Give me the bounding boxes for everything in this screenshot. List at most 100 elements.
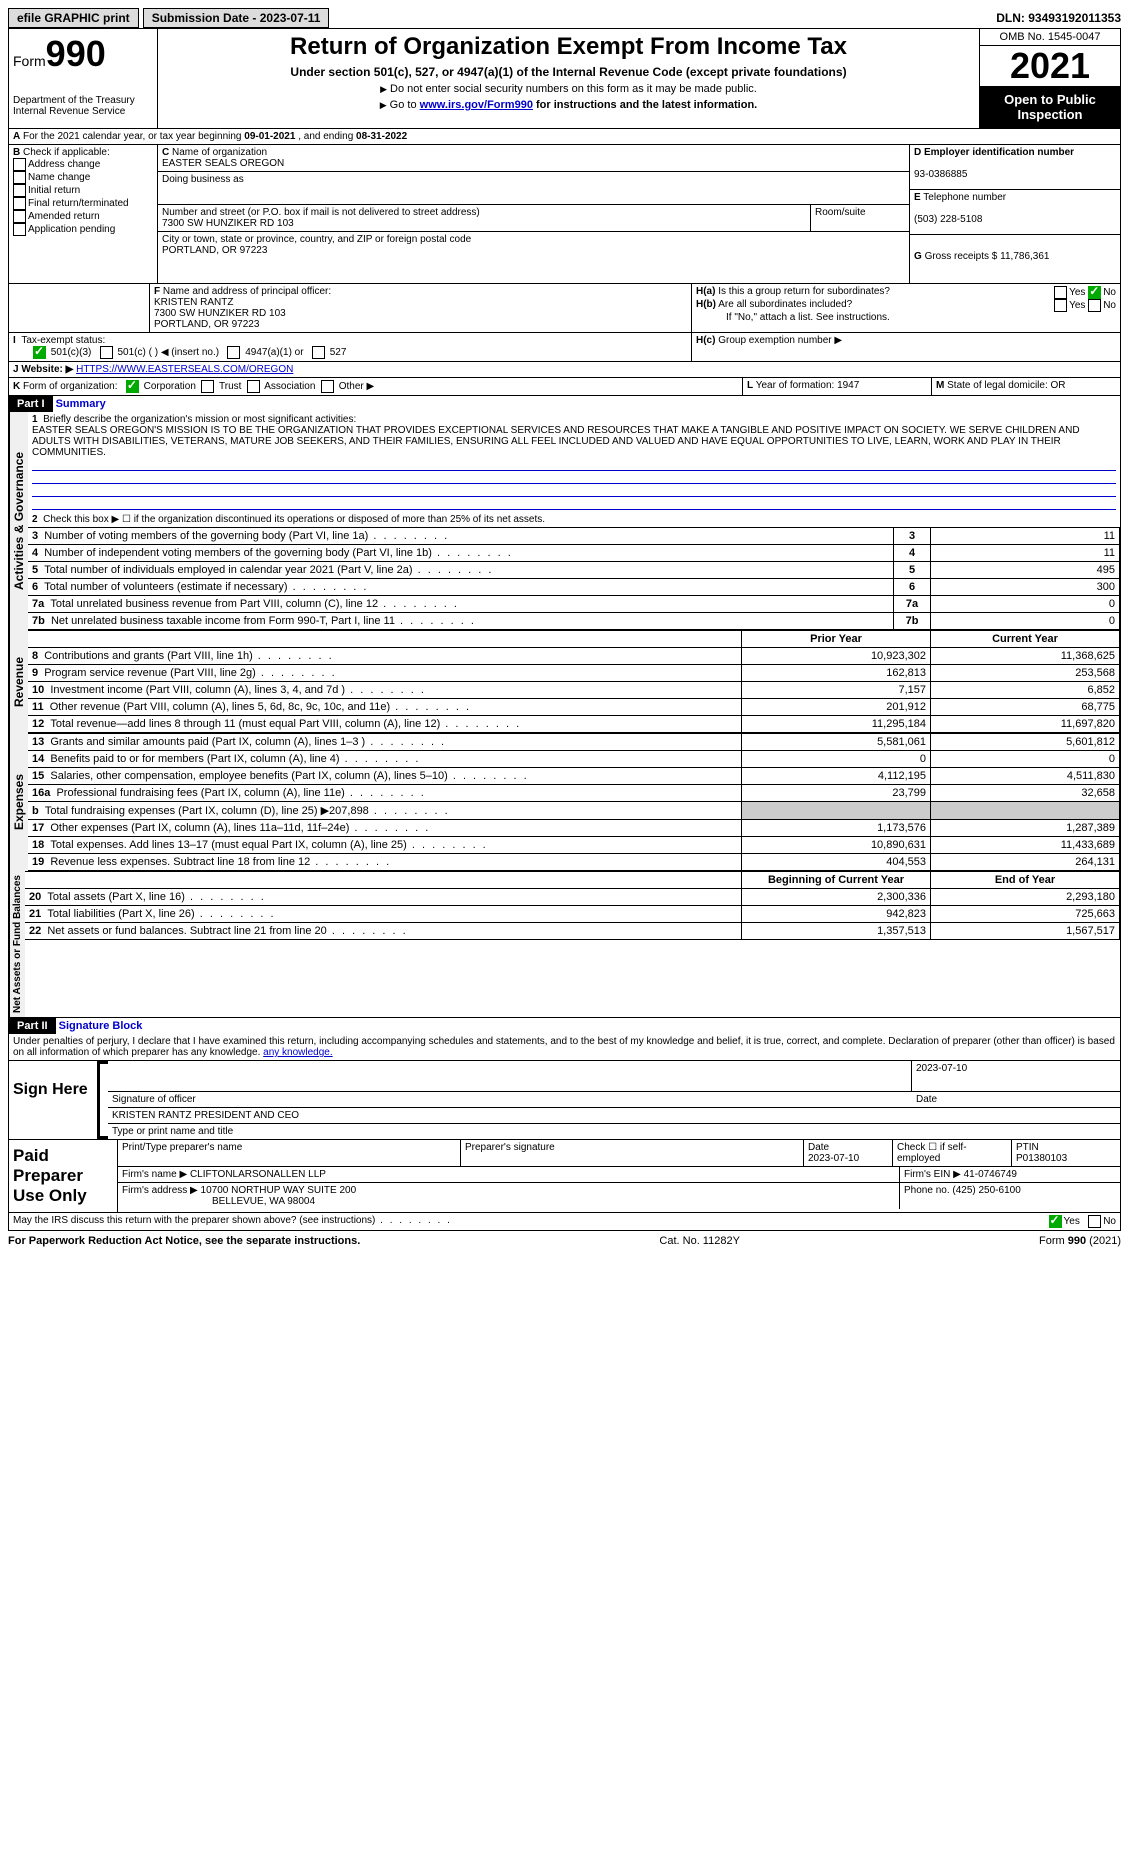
city-label: City or town, state or province, country… bbox=[162, 234, 471, 245]
table-row: 17 Other expenses (Part IX, column (A), … bbox=[28, 820, 1120, 837]
netassets-table: Beginning of Current YearEnd of Year 20 … bbox=[25, 871, 1120, 940]
klm-block: K Form of organization: Corporation Trus… bbox=[8, 378, 1121, 396]
firm-ein-label: Firm's EIN ▶ bbox=[904, 1169, 961, 1180]
header-center: Return of Organization Exempt From Incom… bbox=[158, 29, 979, 128]
hb-yes: Yes bbox=[1069, 300, 1085, 311]
table-row: 15 Salaries, other compensation, employe… bbox=[28, 768, 1120, 785]
table-row: 10 Investment income (Part VIII, column … bbox=[28, 682, 1120, 699]
j-label: Website: ▶ bbox=[21, 364, 73, 375]
hb-no-checkbox[interactable] bbox=[1088, 299, 1101, 312]
sidetab-expenses: Expenses bbox=[9, 733, 28, 871]
table-row: 6 Total number of volunteers (estimate i… bbox=[28, 579, 1120, 596]
ha-yes-checkbox[interactable] bbox=[1054, 286, 1067, 299]
tax-year: 2021 bbox=[980, 46, 1120, 86]
open-public-badge: Open to Public Inspection bbox=[980, 86, 1120, 128]
k-checkbox[interactable] bbox=[126, 380, 139, 393]
section-hc: H(c) Group exemption number ▶ bbox=[692, 333, 1120, 361]
b-opt[interactable]: Application pending bbox=[13, 223, 153, 236]
officer-addr2: PORTLAND, OR 97223 bbox=[154, 319, 259, 330]
revenue-table: Prior YearCurrent Year 8 Contributions a… bbox=[28, 630, 1120, 733]
b-opt[interactable]: Address change bbox=[13, 158, 153, 171]
note-ssn: Do not enter social security numbers on … bbox=[166, 83, 971, 95]
paid-preparer-label: Paid Preparer Use Only bbox=[9, 1140, 117, 1212]
section-k: K Form of organization: Corporation Trus… bbox=[9, 378, 743, 395]
line1: 1 Briefly describe the organization's mi… bbox=[28, 412, 1120, 512]
website-link[interactable]: HTTPS://WWW.EASTERSEALS.COM/OREGON bbox=[76, 364, 293, 375]
page-footer: For Paperwork Reduction Act Notice, see … bbox=[8, 1235, 1121, 1247]
sidetab-revenue: Revenue bbox=[9, 630, 28, 733]
officer-name: KRISTEN RANTZ bbox=[154, 297, 233, 308]
knowledge-link[interactable]: any knowledge. bbox=[263, 1047, 333, 1058]
table-row: 7b Net unrelated business taxable income… bbox=[28, 613, 1120, 630]
m-value: OR bbox=[1051, 380, 1066, 391]
footer-mid: Cat. No. 11282Y bbox=[659, 1235, 740, 1247]
discuss-yes-checkbox[interactable] bbox=[1049, 1215, 1062, 1228]
sig-date: 2023-07-10 bbox=[916, 1063, 967, 1074]
firm-addr2: BELLEVUE, WA 98004 bbox=[122, 1196, 315, 1207]
form-subtitle: Under section 501(c), 527, or 4947(a)(1)… bbox=[166, 65, 971, 79]
fh-block: F Name and address of principal officer:… bbox=[8, 284, 1121, 332]
k-checkbox[interactable] bbox=[321, 380, 334, 393]
street-box: Number and street (or P.O. box if mail i… bbox=[158, 205, 811, 231]
firm-ein: 41-0746749 bbox=[964, 1169, 1017, 1180]
i-4947-checkbox[interactable] bbox=[227, 346, 240, 359]
section-f: F Name and address of principal officer:… bbox=[150, 284, 692, 332]
table-row: 5 Total number of individuals employed i… bbox=[28, 562, 1120, 579]
top-bar: efile GRAPHIC print Submission Date - 20… bbox=[8, 8, 1121, 28]
b-opt[interactable]: Final return/terminated bbox=[13, 197, 153, 210]
dba-label: Doing business as bbox=[162, 174, 244, 185]
i-501c-checkbox[interactable] bbox=[100, 346, 113, 359]
prep-name-label: Print/Type preparer's name bbox=[118, 1140, 461, 1166]
governance-table: 3 Number of voting members of the govern… bbox=[28, 527, 1120, 630]
section-c: C Name of organization EASTER SEALS OREG… bbox=[158, 145, 1120, 283]
a-end: 08-31-2022 bbox=[356, 131, 407, 142]
table-row: 11 Other revenue (Part VIII, column (A),… bbox=[28, 699, 1120, 716]
table-row: 3 Number of voting members of the govern… bbox=[28, 528, 1120, 545]
hb-yes-checkbox[interactable] bbox=[1054, 299, 1067, 312]
discuss-no: No bbox=[1103, 1216, 1116, 1227]
b-opt[interactable]: Initial return bbox=[13, 184, 153, 197]
sidetab-netassets: Net Assets or Fund Balances bbox=[9, 871, 25, 1017]
efile-button[interactable]: efile GRAPHIC print bbox=[8, 8, 139, 28]
part2: Part II Signature Block Under penalties … bbox=[8, 1018, 1121, 1231]
part1-tab: Part I bbox=[9, 396, 53, 412]
sig-officer-label: Signature of officer bbox=[108, 1092, 912, 1107]
prep-phone-label: Phone no. bbox=[904, 1185, 952, 1196]
i-501c3-checkbox[interactable] bbox=[33, 346, 46, 359]
k-checkbox[interactable] bbox=[247, 380, 260, 393]
firm-addr-label: Firm's address ▶ bbox=[122, 1185, 198, 1196]
ha-no-checkbox[interactable] bbox=[1088, 286, 1101, 299]
col-curr: Current Year bbox=[931, 631, 1120, 648]
dln-label: DLN: bbox=[996, 11, 1028, 25]
i-527-checkbox[interactable] bbox=[312, 346, 325, 359]
l1-label: Briefly describe the organization's miss… bbox=[43, 414, 356, 425]
b-opt[interactable]: Name change bbox=[13, 171, 153, 184]
irs-link[interactable]: www.irs.gov/Form990 bbox=[420, 99, 533, 111]
discuss-row: May the IRS discuss this return with the… bbox=[9, 1212, 1120, 1230]
b-opt[interactable]: Amended return bbox=[13, 210, 153, 223]
form-title: Return of Organization Exempt From Incom… bbox=[166, 33, 971, 61]
k-checkbox[interactable] bbox=[201, 380, 214, 393]
footer-left: For Paperwork Reduction Act Notice, see … bbox=[8, 1235, 360, 1247]
a-pre: For the 2021 calendar year, or tax year … bbox=[23, 131, 244, 142]
firm-addr1: 10700 NORTHUP WAY SUITE 200 bbox=[201, 1185, 357, 1196]
sign-here-block: Sign Here 2023-07-10 Signature of office… bbox=[9, 1060, 1120, 1140]
firm-name-label: Firm's name ▶ bbox=[122, 1169, 187, 1180]
type-name-label: Type or print name and title bbox=[108, 1123, 1120, 1139]
table-row: 12 Total revenue—add lines 8 through 11 … bbox=[28, 716, 1120, 733]
m-label: State of legal domicile: bbox=[947, 380, 1050, 391]
city-value: PORTLAND, OR 97223 bbox=[162, 245, 267, 256]
date-label: Date bbox=[912, 1092, 1120, 1107]
perjury-text: Under penalties of perjury, I declare th… bbox=[9, 1034, 1120, 1060]
sidetab-governance: Activities & Governance bbox=[9, 412, 28, 630]
street-label: Number and street (or P.O. box if mail i… bbox=[162, 207, 480, 218]
city-box: City or town, state or province, country… bbox=[158, 232, 909, 258]
line2: 2 Check this box ▶ ☐ if the organization… bbox=[28, 512, 1120, 527]
discuss-no-checkbox[interactable] bbox=[1088, 1215, 1101, 1228]
submission-value: 2023-07-11 bbox=[260, 11, 321, 25]
ptin-value: P01380103 bbox=[1016, 1153, 1067, 1164]
form-prefix: Form bbox=[13, 53, 46, 69]
prep-sig-label: Preparer's signature bbox=[461, 1140, 804, 1166]
i-block: I Tax-exempt status: 501(c)(3) 501(c) ( … bbox=[8, 332, 1121, 362]
dln: DLN: 93493192011353 bbox=[996, 11, 1121, 25]
